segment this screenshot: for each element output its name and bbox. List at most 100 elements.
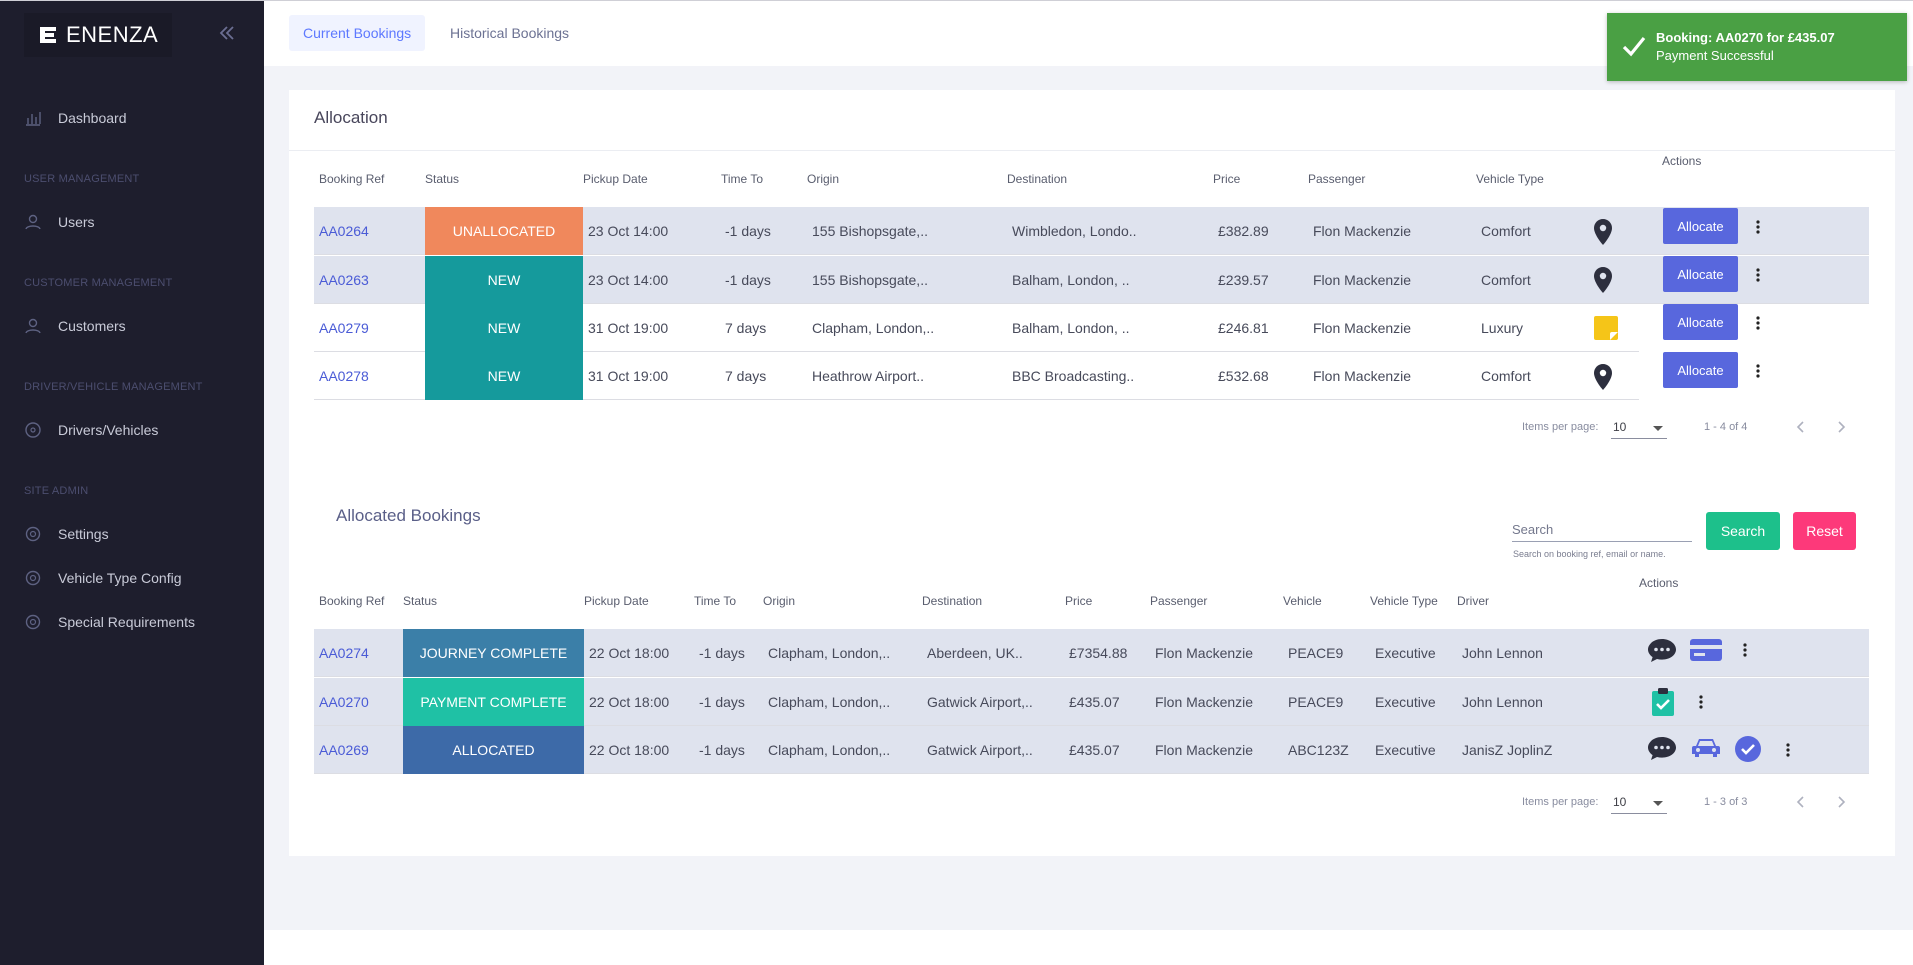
sidebar-item-label: Dashboard (58, 110, 127, 126)
more-options-icon[interactable] (1752, 360, 1764, 382)
allocate-button[interactable]: Allocate (1663, 304, 1738, 340)
col-header-driver[interactable]: Driver (1457, 594, 1489, 608)
col-header-passenger[interactable]: Passenger (1150, 594, 1208, 608)
map-pin-icon[interactable] (1592, 266, 1614, 294)
col-header-time-to[interactable]: Time To (694, 594, 737, 608)
status-badge: NEW (425, 352, 583, 400)
booking-ref-link[interactable]: AA0264 (319, 223, 369, 239)
sidebar-item-users[interactable]: Users (0, 202, 264, 242)
col-header-vehicle-type[interactable]: Vehicle Type (1476, 172, 1544, 186)
col-header-status[interactable]: Status (425, 172, 460, 186)
col-header-pickup-date[interactable]: Pickup Date (583, 172, 648, 186)
clipboard-check-icon[interactable] (1651, 687, 1675, 717)
chat-icon[interactable] (1647, 636, 1677, 664)
more-options-icon[interactable] (1782, 739, 1794, 761)
col-header-origin[interactable]: Origin (807, 172, 840, 186)
chat-icon[interactable] (1647, 734, 1677, 762)
booking-ref-link[interactable]: AA0263 (319, 272, 369, 288)
table-row[interactable]: AA0274 JOURNEY COMPLETE 22 Oct 18:00 -1 … (314, 629, 1869, 677)
booking-ref-link[interactable]: AA0278 (319, 368, 369, 384)
sidebar-item-dashboard[interactable]: Dashboard (0, 98, 264, 138)
gear-icon (24, 613, 42, 631)
footer-area (264, 930, 1913, 965)
table-row[interactable]: AA0264 UNALLOCATED 23 Oct 14:00 -1 days … (314, 207, 1869, 255)
section-driver-vehicle-management: DRIVER/VEHICLE MANAGEMENT (24, 381, 203, 393)
time-to: -1 days (725, 272, 771, 288)
chevron-down-icon (1653, 801, 1663, 806)
previous-page-icon[interactable] (1793, 419, 1809, 435)
price: £246.81 (1218, 320, 1269, 336)
map-pin-icon[interactable] (1592, 218, 1614, 246)
table-row[interactable]: AA0263 NEW 23 Oct 14:00 -1 days 155 Bish… (314, 256, 1869, 304)
driver: John Lennon (1462, 645, 1543, 661)
col-header-price[interactable]: Price (1213, 172, 1241, 186)
table-row[interactable]: AA0270 PAYMENT COMPLETE 22 Oct 18:00 -1 … (314, 678, 1869, 726)
col-header-vehicle-type[interactable]: Vehicle Type (1370, 594, 1438, 608)
tab-historical-bookings[interactable]: Historical Bookings (450, 25, 570, 41)
booking-ref-link[interactable]: AA0270 (319, 694, 369, 710)
col-header-status[interactable]: Status (403, 594, 438, 608)
vehicle-type: Executive (1375, 645, 1436, 661)
allocate-button[interactable]: Allocate (1663, 352, 1738, 388)
collapse-sidebar-icon[interactable] (216, 22, 238, 44)
col-header-destination[interactable]: Destination (1007, 172, 1068, 186)
sidebar-item-settings[interactable]: Settings (0, 514, 264, 554)
search-input[interactable] (1512, 518, 1692, 542)
col-header-booking-ref[interactable]: Booking Ref (319, 172, 385, 186)
search-button[interactable]: Search (1706, 512, 1780, 550)
brand-logo[interactable]: ENENZA (24, 13, 172, 57)
next-page-icon[interactable] (1833, 419, 1849, 435)
vehicle: PEACE9 (1288, 694, 1344, 710)
col-header-time-to[interactable]: Time To (721, 172, 764, 186)
col-header-passenger[interactable]: Passenger (1308, 172, 1366, 186)
more-options-icon[interactable] (1752, 216, 1764, 238)
driver: JanisZ JoplinZ (1462, 742, 1553, 758)
sidebar: ENENZA Dashboard USER MANAGEMENT Users C… (0, 0, 264, 965)
col-header-vehicle[interactable]: Vehicle (1283, 594, 1322, 608)
booking-ref-link[interactable]: AA0274 (319, 645, 369, 661)
car-icon[interactable] (1690, 735, 1722, 761)
origin: 155 Bishopsgate,.. (812, 223, 928, 239)
status-badge: NEW (425, 304, 583, 352)
sticky-note-icon[interactable] (1593, 315, 1619, 341)
origin: Clapham, London,.. (812, 320, 935, 336)
more-options-icon[interactable] (1739, 639, 1751, 661)
items-per-page-select[interactable]: 10 (1611, 792, 1667, 814)
more-options-icon[interactable] (1695, 691, 1707, 713)
items-per-page-label: Items per page: (1522, 796, 1599, 808)
gear-icon (24, 569, 42, 587)
sidebar-item-drivers-vehicles[interactable]: Drivers/Vehicles (0, 410, 264, 450)
more-options-icon[interactable] (1752, 312, 1764, 334)
allocate-button[interactable]: Allocate (1663, 256, 1738, 292)
col-header-destination[interactable]: Destination (922, 594, 983, 608)
allocate-button[interactable]: Allocate (1663, 208, 1738, 244)
more-options-icon[interactable] (1752, 264, 1764, 286)
origin: Clapham, London,.. (768, 694, 891, 710)
map-pin-icon[interactable] (1592, 363, 1614, 391)
table-row[interactable]: AA0269 ALLOCATED 22 Oct 18:00 -1 days Cl… (314, 726, 1869, 774)
col-header-booking-ref[interactable]: Booking Ref (319, 594, 385, 608)
col-header-price[interactable]: Price (1065, 594, 1093, 608)
table-row[interactable]: AA0278 NEW 31 Oct 19:00 7 days Heathrow … (314, 352, 1639, 400)
credit-card-icon[interactable] (1689, 637, 1723, 663)
col-header-pickup-date[interactable]: Pickup Date (584, 594, 649, 608)
sidebar-item-customers[interactable]: Customers (0, 306, 264, 346)
destination: Balham, London, .. (1012, 272, 1130, 288)
pickup-date: 22 Oct 18:00 (589, 694, 670, 710)
payment-success-toast[interactable]: Booking: AA0270 for £435.07 Payment Succ… (1607, 13, 1907, 81)
passenger: Flon Mackenzie (1155, 694, 1254, 710)
reset-button[interactable]: Reset (1793, 512, 1856, 550)
col-header-origin[interactable]: Origin (763, 594, 796, 608)
check-circle-icon[interactable] (1734, 735, 1762, 763)
previous-page-icon[interactable] (1793, 794, 1809, 810)
tab-current-bookings[interactable]: Current Bookings (289, 15, 426, 51)
table-row[interactable]: AA0279 NEW 31 Oct 19:00 7 days Clapham, … (314, 304, 1639, 352)
sidebar-item-special-requirements[interactable]: Special Requirements (0, 602, 264, 642)
booking-ref-link[interactable]: AA0279 (319, 320, 369, 336)
next-page-icon[interactable] (1833, 794, 1849, 810)
time-to: -1 days (725, 223, 771, 239)
price: £532.68 (1218, 368, 1269, 384)
items-per-page-select[interactable]: 10 (1611, 417, 1667, 439)
sidebar-item-vehicle-type-config[interactable]: Vehicle Type Config (0, 558, 264, 598)
booking-ref-link[interactable]: AA0269 (319, 742, 369, 758)
